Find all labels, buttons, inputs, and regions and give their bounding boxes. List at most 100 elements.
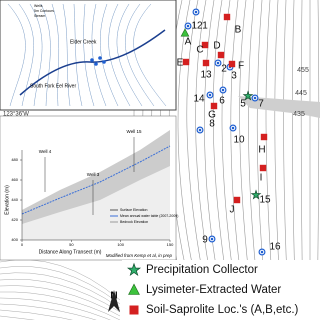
site-label: C bbox=[196, 45, 203, 56]
y-tick-label: 480 bbox=[11, 157, 18, 162]
soil-marker bbox=[260, 133, 268, 141]
x-tick-label: 150 bbox=[167, 242, 174, 247]
inset-well bbox=[90, 58, 94, 62]
inset-contour bbox=[29, 3, 43, 107]
inset-contour bbox=[7, 3, 26, 107]
contour bbox=[0, 259, 121, 301]
well-label: Well 4 bbox=[39, 149, 52, 154]
legend: Precipitation Collector Lysimeter-Extract… bbox=[126, 262, 299, 316]
legend-label: Precipitation Collector bbox=[146, 264, 258, 276]
well-dot bbox=[198, 128, 202, 132]
contour bbox=[0, 285, 121, 317]
site-label: 8 bbox=[209, 119, 215, 130]
inset-contour bbox=[62, 3, 71, 107]
site-label: J bbox=[230, 205, 235, 216]
water-table bbox=[21, 145, 171, 215]
legend-label: Lysimeter-Extracted Water bbox=[146, 284, 281, 296]
contour bbox=[0, 265, 121, 305]
contour bbox=[0, 291, 121, 320]
inset-legend: 5m Contours bbox=[34, 9, 54, 13]
contour bbox=[0, 297, 112, 320]
site-label: A bbox=[185, 37, 192, 48]
bedrock-area bbox=[22, 166, 170, 240]
well-dot bbox=[260, 250, 264, 254]
profile: 400 420 440 460 480 0 50 100 150 Well 4 Well 3 Well… bbox=[4, 129, 178, 258]
contour bbox=[0, 315, 36, 320]
profile-legend-label: Mean annual water table (2007-2009) bbox=[120, 214, 178, 218]
site-label: 5 bbox=[240, 99, 246, 110]
soil-marker bbox=[129, 305, 139, 315]
y-tick-label: 400 bbox=[11, 237, 18, 242]
inset-contour bbox=[125, 3, 155, 107]
inset-well bbox=[94, 62, 98, 66]
soil-marker bbox=[210, 102, 218, 110]
site-label: 13 bbox=[200, 70, 212, 81]
coordinate: 123°36'W bbox=[3, 112, 29, 118]
site-label: G bbox=[208, 110, 216, 121]
soil-marker bbox=[201, 41, 209, 49]
inset-contour bbox=[108, 3, 131, 107]
inset-contour bbox=[51, 3, 60, 107]
site-label: E bbox=[177, 58, 184, 69]
site-label: 14 bbox=[193, 94, 205, 105]
inset-contour bbox=[133, 3, 167, 107]
contour-label: 445 bbox=[295, 90, 307, 97]
well-dot bbox=[216, 61, 220, 65]
credit: Modified from Kemp et al, in prep bbox=[106, 253, 173, 258]
inset-contour bbox=[83, 3, 95, 107]
profile-legend-label: Surface Elevation bbox=[120, 208, 147, 212]
inset-contour bbox=[18, 3, 34, 107]
soil-marker bbox=[259, 164, 267, 172]
site-label: 16 bbox=[269, 242, 281, 253]
contour bbox=[0, 272, 121, 309]
inset-well bbox=[102, 60, 106, 64]
inset-contour bbox=[73, 3, 83, 107]
site-label: 12 bbox=[191, 21, 203, 32]
well-dot bbox=[194, 10, 198, 14]
stream-channel bbox=[238, 96, 320, 118]
lysimeter-marker bbox=[128, 283, 140, 295]
site-label: D bbox=[213, 41, 220, 52]
site-label: B bbox=[235, 25, 242, 36]
inset-legend: Stream bbox=[34, 14, 45, 18]
soil-marker bbox=[233, 196, 241, 204]
x-tick-label: 100 bbox=[117, 242, 124, 247]
inset-label: Elder Creek bbox=[70, 39, 97, 45]
site-label: 2 bbox=[221, 64, 227, 75]
precip-marker bbox=[250, 189, 262, 200]
well-dot bbox=[221, 88, 225, 92]
site-label: 9 bbox=[202, 235, 208, 246]
inset-contour bbox=[91, 3, 107, 107]
contour bbox=[0, 309, 74, 320]
precip-marker bbox=[242, 90, 254, 101]
well-dot bbox=[210, 237, 214, 241]
inset-label: South Fork Eel River bbox=[30, 83, 76, 89]
x-axis-label: Distance Along Transect (m) bbox=[39, 249, 102, 255]
soil-marker bbox=[223, 13, 231, 21]
site-label: 15 bbox=[259, 195, 271, 206]
soil-marker bbox=[202, 59, 210, 67]
site-label: 7 bbox=[258, 99, 264, 110]
x-tick-label: 0 bbox=[21, 242, 24, 247]
well-dot bbox=[253, 96, 257, 100]
site-label: 10 bbox=[233, 135, 245, 146]
north-arrow bbox=[108, 290, 120, 312]
site-label: I bbox=[260, 173, 263, 184]
y-tick-label: 420 bbox=[11, 217, 18, 222]
lysimeter-marker bbox=[180, 28, 190, 37]
creek bbox=[19, 29, 166, 96]
site-label: 3 bbox=[231, 71, 237, 82]
legend-box bbox=[122, 260, 320, 320]
y-axis-label: Elevation (m) bbox=[4, 185, 10, 215]
contour bbox=[0, 303, 97, 320]
site-label: F bbox=[238, 61, 244, 72]
profile-legend-label: Bedrock Elevation bbox=[120, 220, 148, 224]
soil-marker bbox=[228, 60, 236, 68]
soil-marker bbox=[217, 51, 225, 59]
inset-contour bbox=[100, 3, 119, 107]
site-label: 6 bbox=[219, 96, 225, 107]
legend-label: Soil-Saprolite Loc.'s (A,B,etc.) bbox=[146, 304, 299, 316]
well-label: Well 3 bbox=[87, 172, 100, 177]
